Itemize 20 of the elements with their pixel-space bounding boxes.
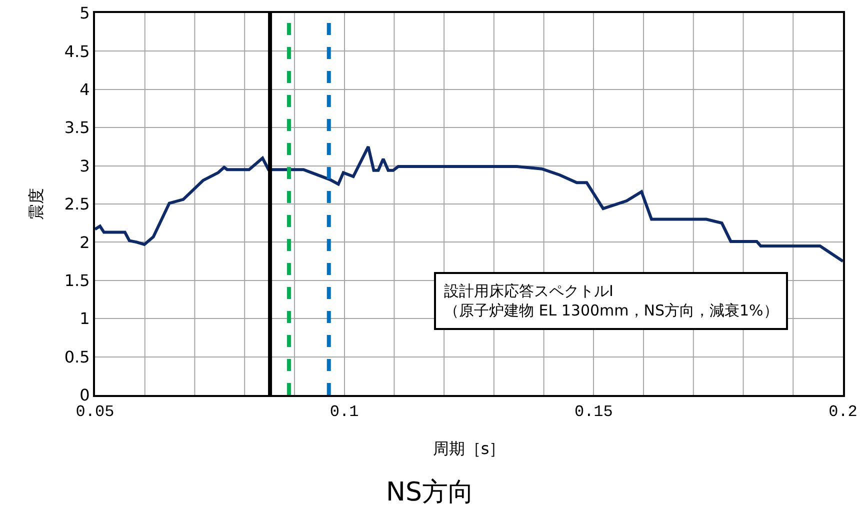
- y-tick-label: 1: [80, 309, 90, 328]
- x-tick-label: 0.15: [574, 403, 613, 422]
- y-tick-label: 3.5: [64, 118, 90, 138]
- annotation: 設計用床応答スペクトルⅠ （原子炉建物 EL 1300mm，NS方向，減衰1%）: [444, 282, 778, 320]
- y-axis-title: 震度: [26, 188, 46, 220]
- text: NS方向: [386, 477, 474, 508]
- y-tick-label: 0: [80, 386, 90, 405]
- y-tick-label: 0.5: [64, 347, 90, 366]
- x-tick-label: 0.05: [76, 403, 114, 422]
- y-tick-label: 1.5: [64, 271, 90, 290]
- y-tick-label: 4: [80, 80, 90, 99]
- y-tick-label: 4.5: [64, 42, 90, 61]
- x-tick-label: 0.2: [828, 403, 858, 422]
- y-tick-label: 2.5: [64, 194, 90, 214]
- y-tick-label: 5: [80, 4, 90, 23]
- y-tick-label: 2: [80, 232, 90, 252]
- y-tick-label: 3: [80, 156, 90, 176]
- line-series: [95, 145, 843, 263]
- x-tick-label: 0.1: [330, 403, 359, 422]
- x-axis-title: 周期［s］: [432, 439, 506, 458]
